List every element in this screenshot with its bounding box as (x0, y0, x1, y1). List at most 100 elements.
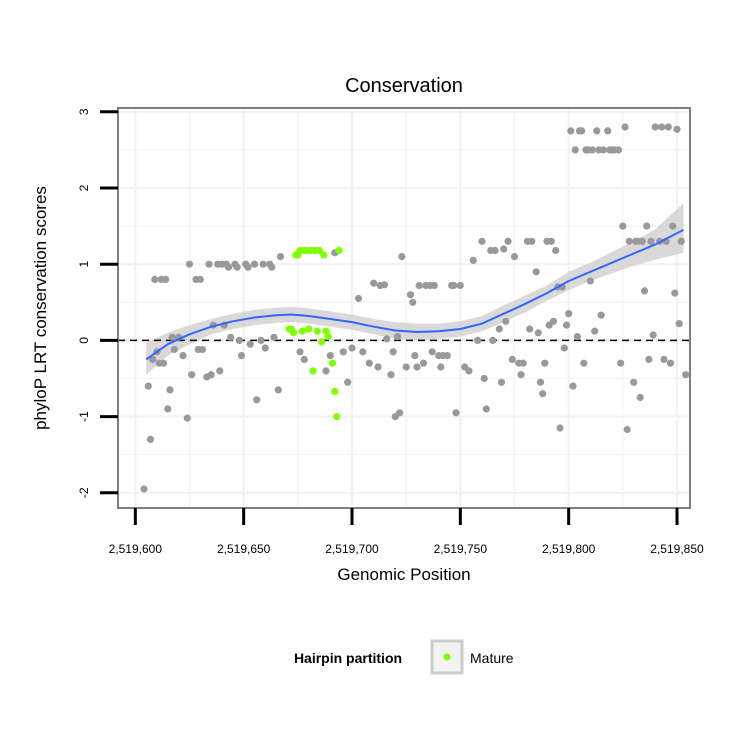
panel-frame (117, 107, 691, 509)
panel-background (118, 108, 690, 508)
y-tick-label: 1 (77, 261, 91, 268)
mature-point (335, 246, 343, 255)
legend-key-mature (443, 653, 451, 661)
conservation-point (645, 355, 653, 363)
x-tick-label: 2,519,700 (325, 542, 379, 556)
mature-point (331, 387, 339, 395)
mature-point (315, 246, 324, 255)
y-tick-label: 0 (77, 337, 91, 344)
mature-point (309, 367, 317, 375)
conservation-point (560, 344, 568, 352)
legend-title: Hairpin partition (294, 650, 402, 666)
conservation-point (586, 277, 594, 285)
conservation-point (387, 371, 395, 379)
conservation-point (539, 390, 547, 398)
conservation-point (370, 279, 378, 287)
conservation-point (469, 256, 477, 264)
conservation-point (413, 363, 421, 371)
conservation-point (144, 382, 152, 390)
conservation-point (664, 123, 672, 131)
plot-panel (117, 107, 691, 509)
gridlines (118, 108, 690, 508)
conservation-point (604, 127, 612, 135)
mature-point (322, 327, 330, 335)
conservation-point (253, 396, 261, 404)
conservation-point (510, 253, 519, 261)
conservation-point (578, 127, 586, 135)
conservation-point (675, 320, 683, 328)
conservation-point (450, 281, 458, 290)
conservation-point (443, 352, 451, 360)
conservation-point (593, 127, 601, 135)
conservation-point (170, 345, 178, 354)
conservation-point (526, 325, 534, 333)
conservation-point (198, 345, 207, 354)
conservation-point (164, 405, 172, 413)
conservation-point (224, 263, 233, 271)
x-tick-label: 2,519,650 (217, 542, 271, 556)
conservation-point (621, 123, 629, 131)
conservation-point (677, 237, 685, 245)
conservation-point (682, 371, 690, 379)
y-tick-label: 3 (77, 108, 91, 115)
conservation-point (339, 348, 347, 356)
conservation-point (565, 310, 573, 318)
mature-point (318, 338, 326, 346)
conservation-point (673, 125, 681, 133)
conservation-point (528, 237, 536, 245)
conservation-point (185, 260, 194, 268)
conservation-point (428, 348, 436, 356)
conservation-point (495, 325, 503, 333)
conservation-point (188, 371, 196, 379)
conservation-point (573, 333, 581, 341)
legend: Hairpin partition Mature (294, 639, 514, 675)
conservation-point (474, 336, 482, 344)
conservation-point (261, 344, 269, 352)
conservation-point (562, 321, 571, 329)
conservation-point (666, 359, 675, 367)
conservation-point (359, 348, 367, 356)
conservation-point (532, 268, 540, 276)
mature-point (298, 327, 306, 335)
conservation-point (235, 336, 243, 344)
conservation-point (643, 222, 651, 230)
conservation-point (502, 317, 510, 325)
conservation-point (669, 222, 677, 230)
conservation-point (569, 382, 577, 390)
conservation-point (597, 311, 605, 319)
conservation-point (300, 355, 308, 363)
x-tick-label: 2,519,850 (650, 542, 704, 556)
conservation-point (389, 348, 397, 356)
conservation-point (140, 485, 148, 493)
conservation-point (205, 260, 213, 268)
conservation-point (517, 371, 525, 379)
conservation-point (149, 355, 157, 363)
conservation-point (567, 127, 575, 135)
conservation-point (452, 409, 460, 417)
conservation-point (489, 336, 497, 344)
conservation-point (430, 281, 438, 290)
conservation-point (614, 146, 623, 154)
conservation-point (478, 237, 486, 245)
conservation-point (166, 386, 174, 394)
conservation-point (207, 371, 215, 379)
conservation-point (456, 281, 464, 290)
conservation-point (411, 352, 419, 360)
conservation-point (322, 367, 330, 375)
loess-smooth-line (145, 229, 684, 361)
conservation-point (536, 378, 545, 386)
conservation-point (491, 246, 499, 255)
mature-point (320, 251, 328, 259)
conservation-point (237, 352, 246, 360)
conservation-point (393, 333, 402, 341)
conservation-point (580, 359, 588, 367)
conservation-point (348, 344, 356, 352)
conservation-point (623, 425, 631, 434)
conservation-point (344, 378, 352, 386)
conservation-point (508, 355, 516, 363)
conservation-point (556, 424, 564, 432)
x-tick-label: 2,519,750 (434, 542, 488, 556)
x-axis: 2,519,600 2,519,650 2,519,700 2,519,750 2,51… (109, 508, 704, 556)
points-mature (285, 246, 343, 421)
conservation-point (617, 359, 625, 367)
